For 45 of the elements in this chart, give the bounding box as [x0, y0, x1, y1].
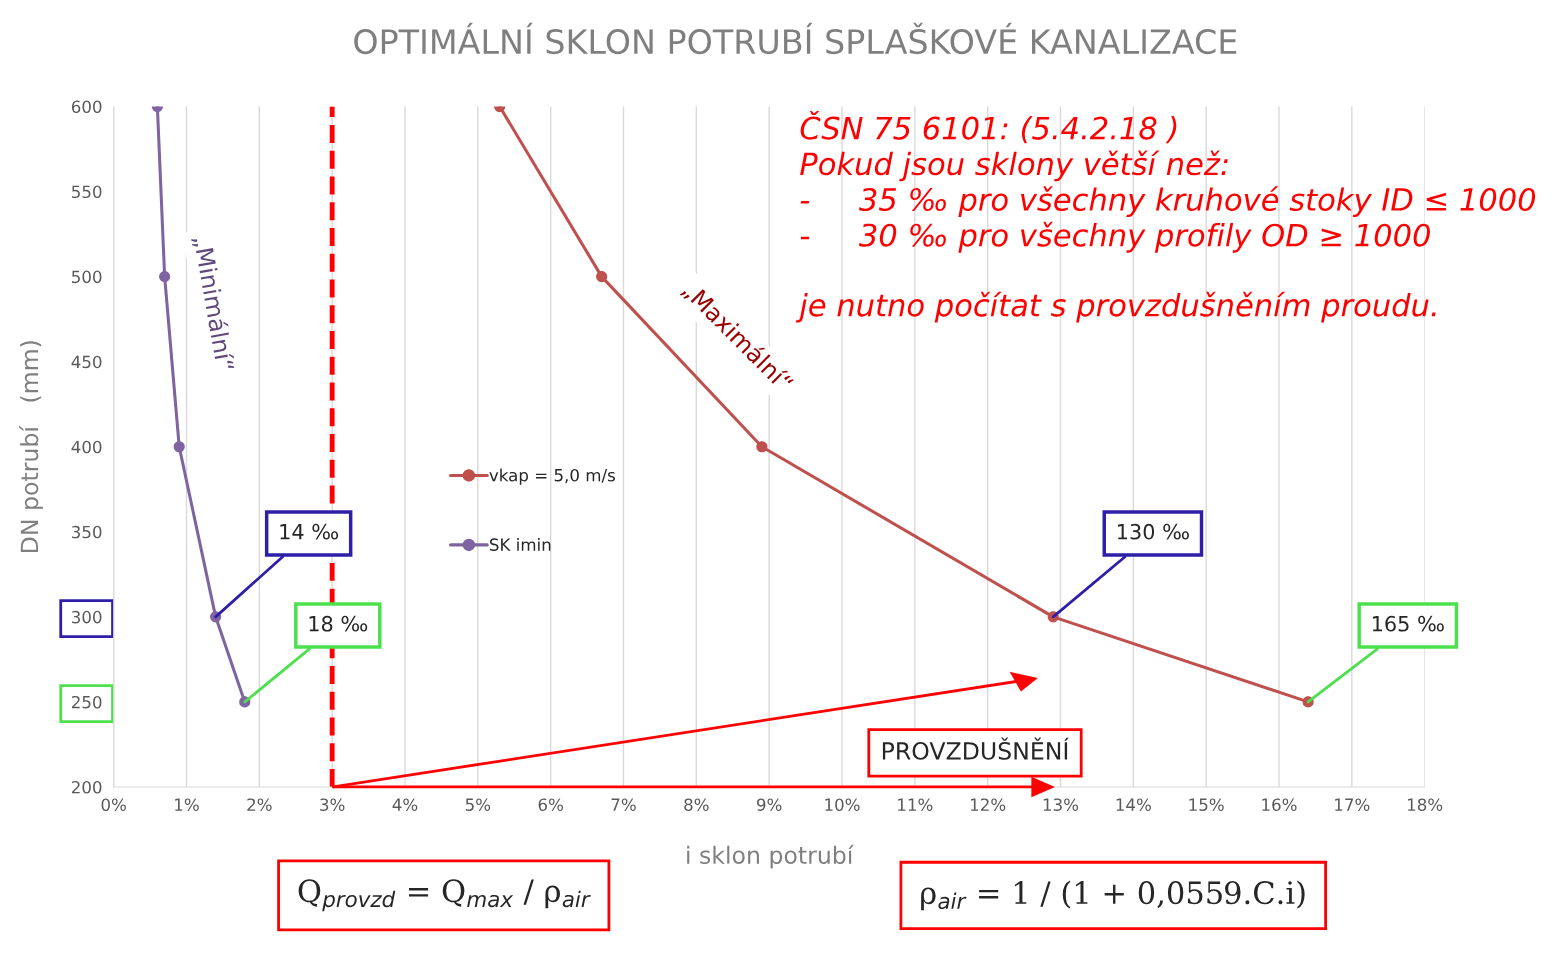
annotation: 14 ‰: [280, 523, 339, 540]
y-axis-title: DN potrubí (mm): [19, 341, 43, 553]
x-tick-label: 2%: [247, 798, 272, 811]
x-tick-label: 17%: [1335, 798, 1370, 811]
x-tick-label: 0%: [101, 798, 126, 811]
y-tick-label: 200: [71, 780, 102, 794]
x-tick-label: 13%: [1043, 798, 1079, 811]
y-tick-label: 500: [72, 270, 102, 284]
x-tick-label: 7%: [611, 798, 636, 811]
y-tick-label: 550: [72, 185, 102, 199]
x-tick-label: 12%: [970, 798, 1006, 811]
x-tick-label: 18%: [1407, 798, 1443, 811]
y-tick-label: 300: [72, 610, 102, 624]
x-tick-label: 6%: [538, 798, 563, 811]
x-tick-label: 10%: [825, 798, 860, 811]
annotation: PROVZDUŠNĚNÍ: [882, 737, 1069, 760]
text: Q$_{provzd}$ = Q$_{max}$ / ρ$_{air}$: [298, 879, 591, 912]
x-tick-label: 1%: [175, 798, 199, 811]
y-tick-label: 400: [71, 440, 102, 454]
x-tick-label: 9%: [756, 798, 782, 811]
chart-title: OPTIMÁLNÍ SKLON POTRUBÍ SPLAŠKOVÉ KANALIZACE: [354, 22, 1237, 55]
x-tick-label: 3%: [320, 798, 345, 811]
point: [159, 271, 171, 283]
text: ČSN 75 6101: (5.4.2.18 ) Pokud jsou sklony větší než: - 35 ‰ pro všechny kruhové stoky ID ≤ 1000 - 30 ‰ pro všechny profily OD ≥ 1000 je nutno počítat s provzdušněním proudu.: [795, 110, 1536, 323]
annotation: 130 ‰: [1118, 523, 1189, 540]
legend-label: vkap = 5,0 m/s: [489, 468, 615, 485]
y-tick-label: 450: [71, 355, 102, 369]
x-tick-label: 14%: [1116, 798, 1151, 811]
text: ρ$_{air}$ = 1 / (1 + 0,0559.C.i): [921, 880, 1305, 911]
point: [756, 441, 768, 453]
x-tick-label: 16%: [1262, 798, 1297, 811]
x-axis-title: i sklon potrubí: [687, 844, 854, 869]
x-tick-label: 5%: [465, 798, 491, 811]
point: [173, 441, 185, 453]
x-tick-label: 15%: [1189, 798, 1224, 811]
y-tick-label: 350: [72, 525, 102, 539]
x-tick-label: 11%: [898, 798, 933, 811]
x-tick-label: 4%: [392, 798, 418, 811]
annotation: 165 ‰: [1372, 615, 1444, 632]
y-tick-label: 600: [71, 100, 102, 114]
x-tick-label: 8%: [684, 798, 709, 811]
legend-label: SK imin: [489, 538, 551, 551]
y-tick-label: 250: [71, 695, 102, 709]
annotation: 18 ‰: [309, 615, 368, 632]
point: [596, 271, 608, 283]
